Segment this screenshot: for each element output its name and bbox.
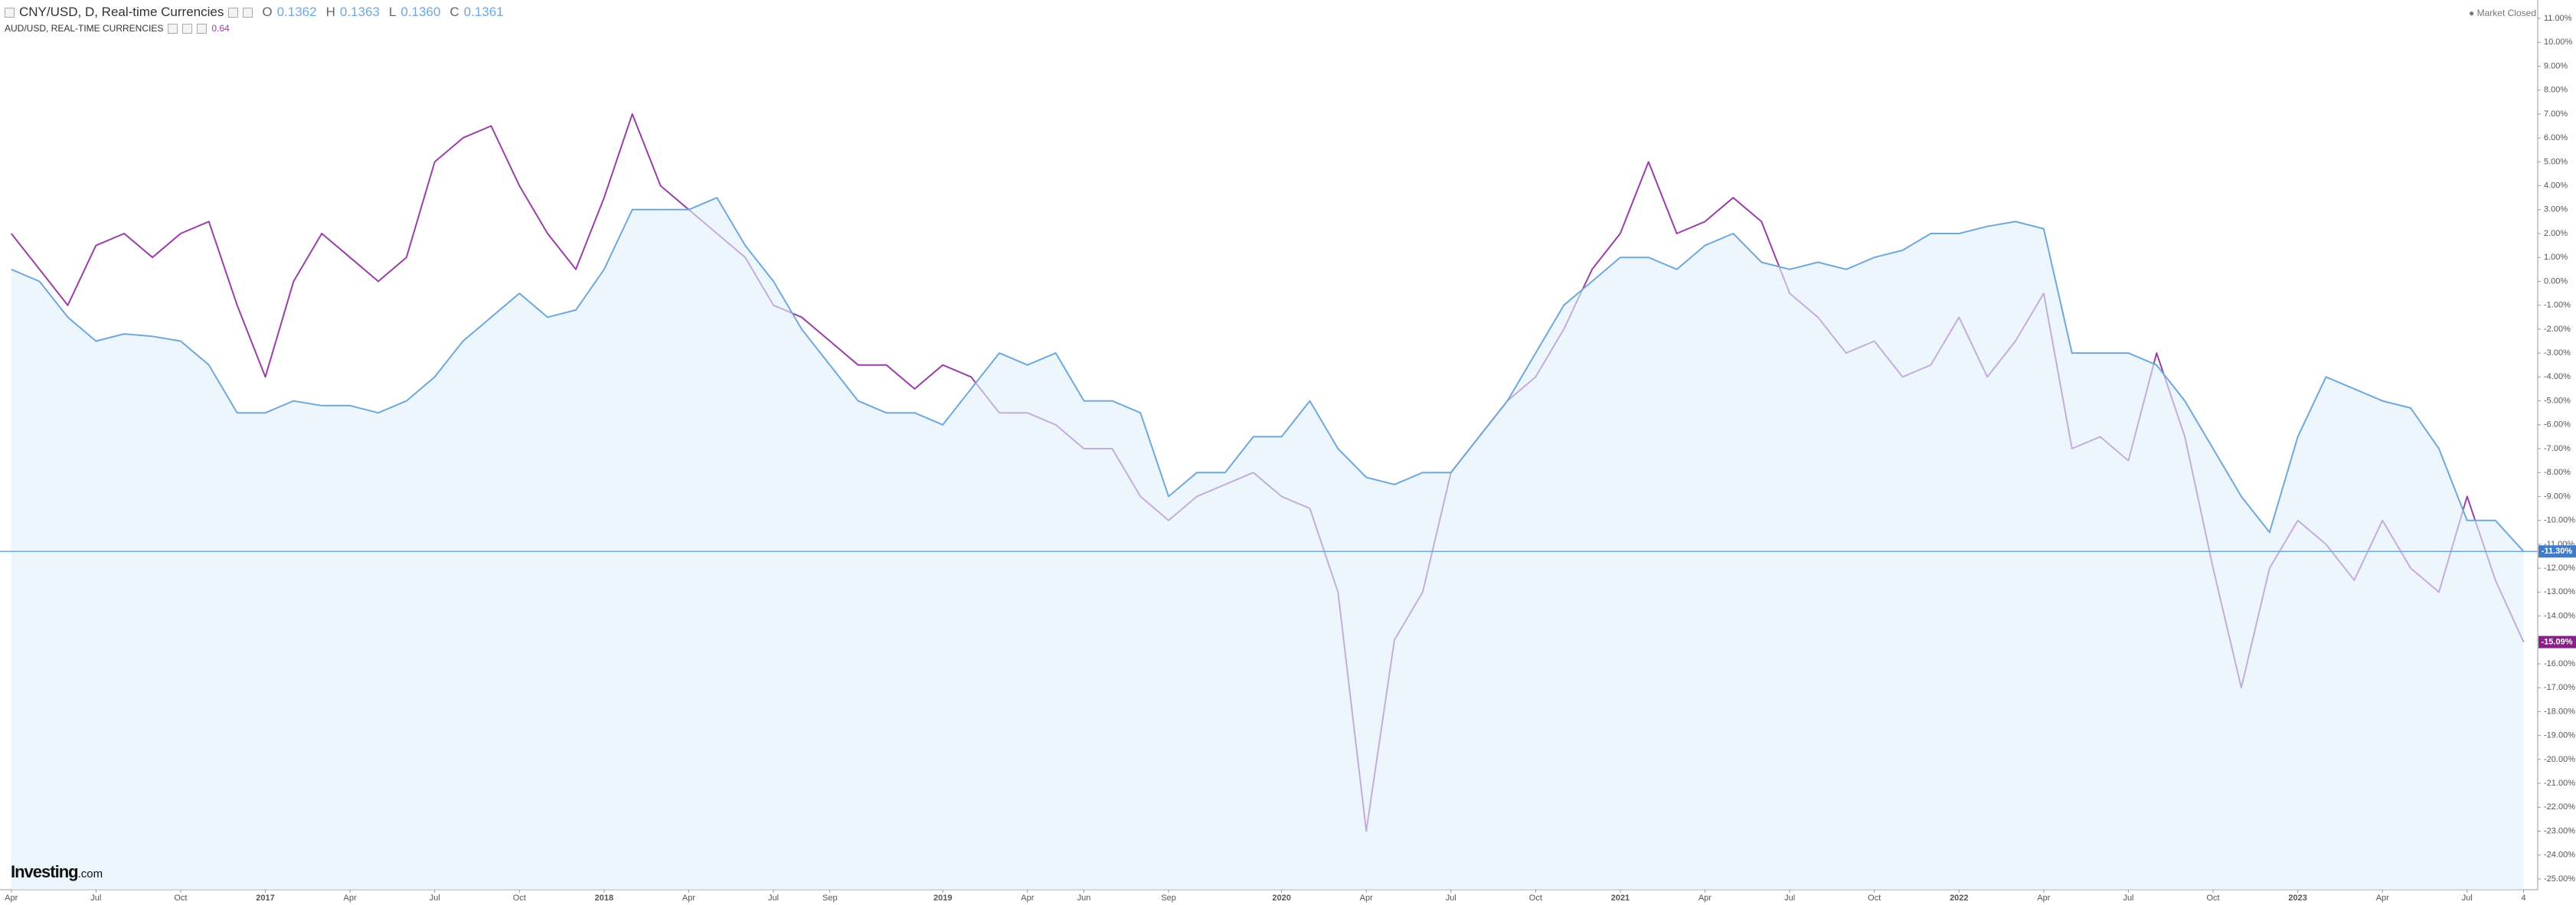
- y-tick-label: -13.00%: [2544, 587, 2575, 596]
- x-tick-label: Oct: [1868, 894, 1881, 903]
- value: 0.1363: [339, 5, 380, 19]
- icon[interactable]: [168, 23, 178, 34]
- y-tick-label: -6.00%: [2544, 420, 2571, 430]
- x-tick-label: 2019: [933, 894, 952, 903]
- x-tick-label: Jul: [430, 894, 440, 903]
- logo-text: Investing: [11, 862, 79, 881]
- x-tick-label: 2023: [2288, 894, 2306, 903]
- x-tick-label: Oct: [513, 894, 526, 903]
- y-tick-label: -5.00%: [2544, 396, 2571, 405]
- x-tick-label: 4: [2522, 894, 2526, 903]
- y-tick-label: -8.00%: [2544, 468, 2571, 477]
- y-tick-label: 10.00%: [2544, 38, 2573, 47]
- value: 0.1361: [463, 5, 504, 19]
- y-tick-label: -7.00%: [2544, 444, 2571, 453]
- icon[interactable]: [197, 23, 208, 34]
- x-tick-label: Apr: [2037, 894, 2050, 903]
- y-tick-label: -1.00%: [2544, 301, 2571, 310]
- logo-suffix: .com: [77, 867, 103, 880]
- x-tick-label: Sep: [822, 894, 838, 903]
- x-tick-label: Jul: [90, 894, 101, 903]
- line: [11, 197, 2525, 552]
- x-tick-label: Apr: [1698, 894, 1711, 903]
- x-tick-label: Sep: [1161, 894, 1176, 903]
- x-tick-label: Oct: [1529, 894, 1542, 903]
- y-tick-label: 9.00%: [2544, 61, 2568, 70]
- label: O: [262, 5, 273, 19]
- x-tick-label: Jun: [1077, 894, 1091, 903]
- y-tick-label: -20.00%: [2544, 755, 2575, 764]
- value: 0.1360: [400, 5, 441, 19]
- y-tick-label: -23.00%: [2544, 826, 2575, 835]
- y-tick-label: 3.00%: [2544, 205, 2568, 214]
- last-value-badge: [2538, 635, 2576, 649]
- x-tick-label: Apr: [1021, 894, 1034, 903]
- x-tick-label: Apr: [344, 894, 357, 903]
- x-tick-label: Apr: [1360, 894, 1373, 903]
- y-tick-label: 1.00%: [2544, 253, 2568, 262]
- x-tick-label: Jul: [2123, 894, 2133, 903]
- x-tick-label: Jul: [768, 894, 779, 903]
- icon[interactable]: [228, 7, 239, 18]
- x-tick-label: Apr: [2376, 894, 2389, 903]
- y-tick-label: -22.00%: [2544, 802, 2575, 812]
- symbol-title[interactable]: AUD/USD, REAL-TIME CURRENCIES: [5, 23, 164, 34]
- icon[interactable]: [182, 23, 193, 34]
- y-tick-label: -19.00%: [2544, 731, 2575, 740]
- icon[interactable]: [243, 7, 253, 18]
- y-tick-label: -17.00%: [2544, 683, 2575, 692]
- y-tick-label: 8.00%: [2544, 86, 2568, 95]
- y-tick-label: -14.00%: [2544, 611, 2575, 620]
- main-legend: CNY/USD, D, Real-time Currencies O 0.1362…: [5, 5, 504, 20]
- compare-legend: AUD/USD, REAL-TIME CURRENCIES 0.64: [5, 23, 230, 34]
- x-tick-label: 2017: [256, 894, 274, 903]
- x-tick-label: 2021: [1611, 894, 1630, 903]
- y-tick-label: -18.00%: [2544, 707, 2575, 716]
- y-tick-label: -4.00%: [2544, 372, 2571, 381]
- y-tick-label: 6.00%: [2544, 133, 2568, 142]
- value: 0.1362: [276, 5, 317, 19]
- y-tick-label: -3.00%: [2544, 348, 2571, 358]
- x-tick-label: 2020: [1272, 894, 1290, 903]
- y-tick-label: -16.00%: [2544, 659, 2575, 668]
- x-tick-label: 2018: [595, 894, 613, 903]
- y-tick-label: -10.00%: [2544, 516, 2575, 525]
- y-tick-label: 2.00%: [2544, 229, 2568, 238]
- x-tick-label: Apr: [5, 894, 18, 903]
- x-tick-label: Apr: [682, 894, 695, 903]
- x-tick-label: 2022: [1950, 894, 1968, 903]
- y-tick-label: -24.00%: [2544, 851, 2575, 860]
- y-tick-label: -25.00%: [2544, 874, 2575, 884]
- market-status: ● Market Closed: [2469, 8, 2536, 18]
- y-tick-label: 7.00%: [2544, 109, 2568, 119]
- last-value-badge: [2538, 545, 2576, 558]
- y-tick-label: -12.00%: [2544, 564, 2575, 573]
- y-tick-label: 11.00%: [2544, 14, 2572, 23]
- label: H: [325, 5, 335, 19]
- area: [11, 198, 2524, 890]
- label: L: [388, 5, 397, 19]
- x-tick-label: Jul: [1446, 894, 1456, 903]
- label: C: [449, 5, 459, 19]
- x-tick-label: Jul: [2462, 894, 2473, 903]
- icon[interactable]: [5, 7, 15, 18]
- symbol-title[interactable]: CNY/USD, D, Real-time Currencies: [19, 5, 224, 19]
- y-tick-label: -2.00%: [2544, 325, 2571, 334]
- status-text: Market Closed: [2476, 8, 2536, 18]
- y-tick-label: 0.00%: [2544, 276, 2568, 286]
- y-tick-label: -9.00%: [2544, 492, 2571, 501]
- x-tick-label: Jul: [1784, 894, 1795, 903]
- last-value-label: -15.09%: [2542, 637, 2573, 646]
- x-tick-label: Oct: [2207, 894, 2220, 903]
- y-tick-label: 5.00%: [2544, 157, 2568, 166]
- y-tick-label: 4.00%: [2544, 181, 2568, 190]
- last-value-label: -11.30%: [2542, 547, 2573, 556]
- value: 0.64: [211, 23, 230, 34]
- logo: Investing.com: [11, 862, 103, 882]
- x-tick-label: Oct: [174, 894, 187, 903]
- y-tick-label: -21.00%: [2544, 779, 2575, 788]
